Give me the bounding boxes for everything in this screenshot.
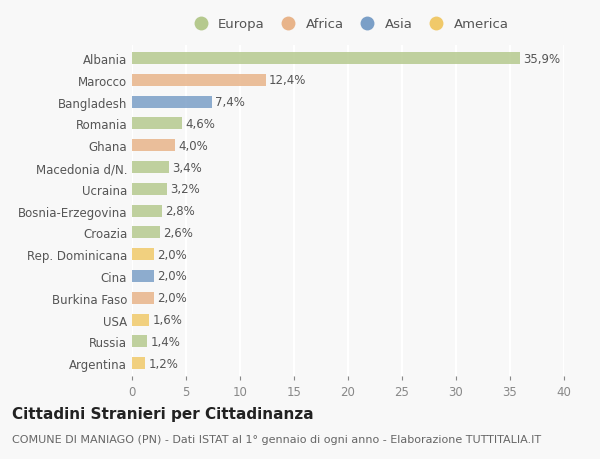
Bar [132,140,175,152]
Bar [132,249,154,261]
Text: 2,6%: 2,6% [163,226,193,239]
Text: 1,2%: 1,2% [148,357,178,370]
Legend: Europa, Africa, Asia, America: Europa, Africa, Asia, America [182,13,514,36]
Bar [132,358,145,369]
Bar [132,118,182,130]
Text: 3,4%: 3,4% [172,161,202,174]
Text: 4,6%: 4,6% [185,118,215,131]
Bar [132,227,160,239]
Text: 4,0%: 4,0% [178,140,208,152]
Bar [132,184,167,196]
Text: COMUNE DI MANIAGO (PN) - Dati ISTAT al 1° gennaio di ogni anno - Elaborazione TU: COMUNE DI MANIAGO (PN) - Dati ISTAT al 1… [12,434,541,444]
Bar [132,292,154,304]
Text: Cittadini Stranieri per Cittadinanza: Cittadini Stranieri per Cittadinanza [12,406,314,421]
Text: 12,4%: 12,4% [269,74,307,87]
Text: 2,0%: 2,0% [157,270,187,283]
Bar [132,205,162,217]
Bar [132,53,520,65]
Bar [132,270,154,282]
Text: 2,0%: 2,0% [157,291,187,305]
Text: 2,0%: 2,0% [157,248,187,261]
Bar [132,75,266,87]
Text: 1,4%: 1,4% [151,335,180,348]
Text: 3,2%: 3,2% [170,183,200,196]
Text: 1,6%: 1,6% [152,313,182,326]
Bar [132,96,212,108]
Text: 7,4%: 7,4% [215,96,245,109]
Text: 2,8%: 2,8% [166,205,195,218]
Bar [132,162,169,174]
Bar [132,314,149,326]
Bar [132,336,147,347]
Text: 35,9%: 35,9% [523,52,560,66]
